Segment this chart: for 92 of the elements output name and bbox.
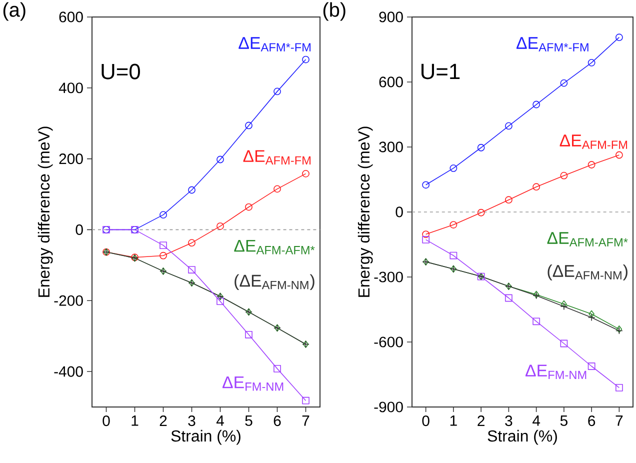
y-tick-label: 300 <box>379 142 403 152</box>
y-tick-label: 200 <box>59 154 83 164</box>
x-axis-title: Strain (%) <box>171 430 240 445</box>
x-tick-label: 2 <box>160 416 167 426</box>
x-tick-label: 7 <box>616 416 623 426</box>
point <box>274 364 281 372</box>
point <box>302 56 310 64</box>
y-tick-label: -600 <box>374 336 403 348</box>
point <box>302 396 310 404</box>
series-label: ΔE$_{AFM*-FM}$ <box>516 37 588 52</box>
point <box>532 100 540 108</box>
point <box>560 172 568 180</box>
point <box>160 242 167 250</box>
point <box>188 266 196 274</box>
point <box>450 221 458 228</box>
point <box>588 58 596 66</box>
y-tick-label: -400 <box>54 366 83 377</box>
y-tick-label: 600 <box>59 12 83 22</box>
y-tick-label: 400 <box>58 82 83 94</box>
point <box>560 340 568 348</box>
y-tick-label: -300 <box>374 272 403 282</box>
series-label: (ΔE$_{AFM-NM}$) <box>548 264 628 280</box>
point <box>160 211 167 219</box>
x-tick-label: 1 <box>450 416 457 426</box>
point <box>532 318 540 326</box>
x-tick-label: 2 <box>478 416 484 426</box>
x-axis-title: Strain (%) <box>488 430 557 445</box>
point <box>422 181 430 189</box>
x-tick-label: 6 <box>274 416 281 426</box>
chart-title: (a) <box>3 2 26 21</box>
series-label: ΔE$_{FM-NM}$ <box>526 364 586 379</box>
x-tick-label: 0 <box>422 416 430 426</box>
point <box>588 362 596 370</box>
point <box>245 203 252 211</box>
point <box>274 185 281 193</box>
y-axis-title: Energy difference (meV) <box>358 126 373 297</box>
point <box>588 310 594 318</box>
point <box>160 252 167 260</box>
x-tick-label: 6 <box>588 416 596 426</box>
point <box>450 164 458 172</box>
annotation: U=0 <box>102 64 140 80</box>
point <box>216 222 224 230</box>
x-tick-label: 5 <box>560 416 568 426</box>
x-tick-label: 4 <box>216 416 224 426</box>
point <box>588 314 596 322</box>
point <box>504 196 512 204</box>
point <box>504 294 512 302</box>
x-tick-label: 3 <box>188 416 196 426</box>
y-tick-label: 0 <box>396 206 403 218</box>
x-tick-label: 0 <box>102 416 110 426</box>
y-axis-title: Energy difference (meV) <box>38 126 53 297</box>
point <box>615 151 623 159</box>
series-label: ΔE$_{FM-NM}$ <box>222 376 284 391</box>
annotation: U=1 <box>422 64 460 80</box>
chart-title: (b) <box>323 2 346 21</box>
point <box>477 144 485 152</box>
y-tick-label: 600 <box>379 76 403 88</box>
x-tick-label: 4 <box>532 416 540 426</box>
text: ΔE$_{AFM-AFM*}$ <box>547 232 628 246</box>
x-tick-label: 7 <box>302 416 310 426</box>
y-tick-label: -200 <box>54 295 83 306</box>
point <box>615 384 623 392</box>
point <box>477 208 485 216</box>
point <box>422 236 430 244</box>
y-tick-label: 0 <box>76 224 83 235</box>
series-label: (ΔE$_{AFM-NM}$) <box>234 274 314 290</box>
series-label: ΔE$_{AFM*-FM}$ <box>238 37 310 52</box>
point <box>561 300 567 308</box>
point <box>188 239 196 247</box>
point <box>560 79 568 87</box>
point <box>422 230 430 238</box>
point <box>532 183 540 191</box>
point <box>188 186 196 194</box>
x-tick-label: 1 <box>132 416 138 426</box>
text: ΔE$_{AFM-AFM*}$ <box>234 240 315 254</box>
series-label: ΔE$_{AFM-FM}$ <box>243 150 310 164</box>
point <box>615 34 623 42</box>
x-tick-label: 5 <box>245 416 252 426</box>
series-label: ΔE$_{AFM-FM}$ <box>560 134 628 149</box>
point <box>450 252 458 260</box>
point <box>504 122 512 130</box>
point <box>245 330 252 338</box>
point <box>245 122 252 130</box>
point <box>274 88 281 96</box>
point <box>302 170 310 178</box>
x-tick-label: 3 <box>505 416 512 426</box>
y-tick-label: 900 <box>379 12 403 22</box>
y-tick-label: -900 <box>374 402 403 412</box>
point <box>588 161 596 168</box>
point <box>216 156 224 164</box>
point <box>560 302 568 310</box>
point <box>216 298 224 306</box>
